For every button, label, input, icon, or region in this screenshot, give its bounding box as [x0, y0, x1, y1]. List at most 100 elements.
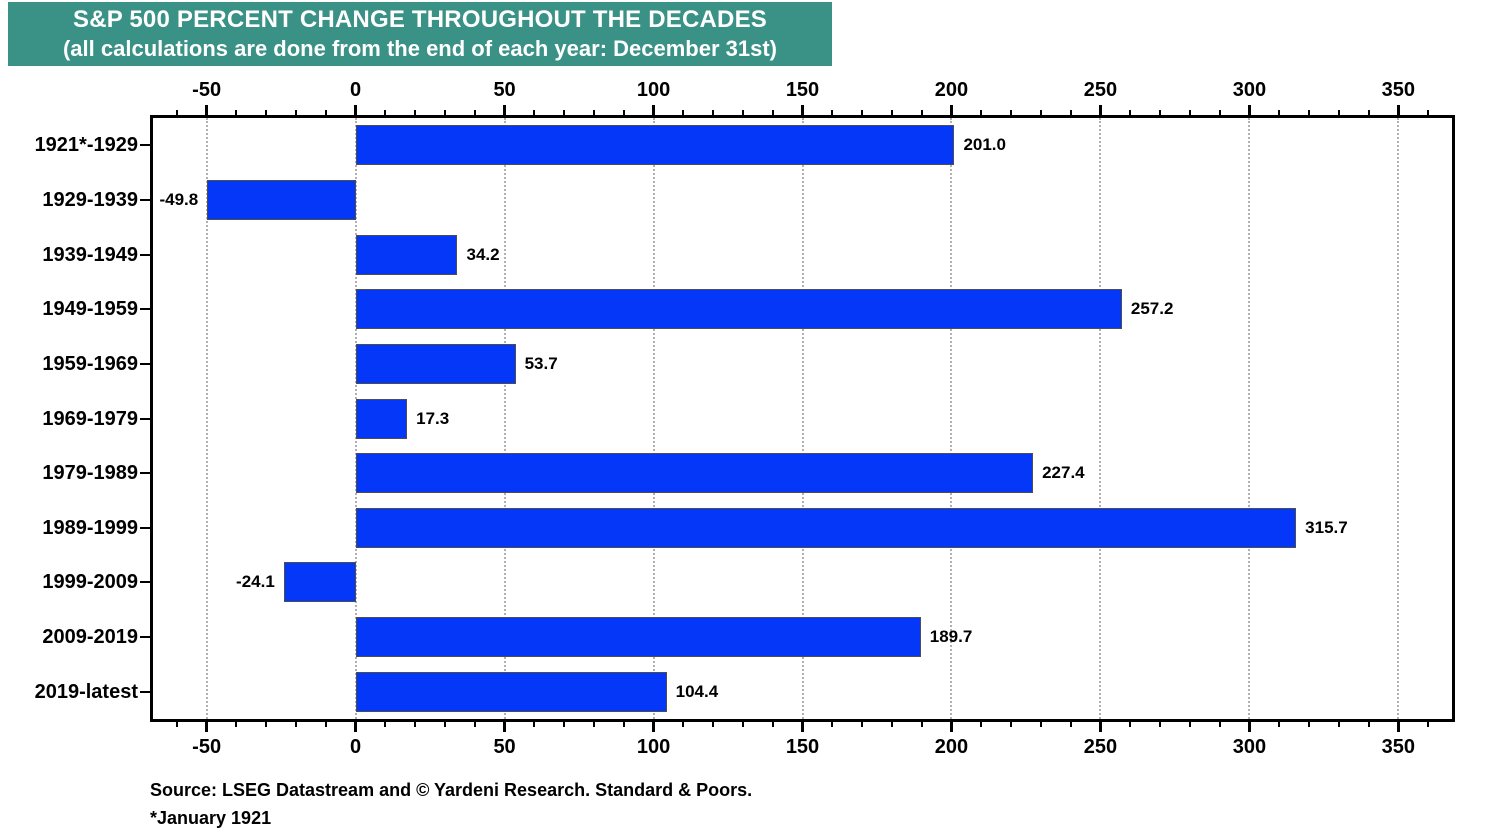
x-axis-minor-tick-bottom — [1218, 722, 1221, 727]
x-axis-tick-label-top: 150 — [785, 79, 820, 101]
x-axis-tick-label-top: 200 — [934, 79, 969, 101]
x-axis-major-tick-bottom — [205, 722, 209, 732]
x-axis-minor-tick-top — [1367, 110, 1370, 115]
category-label: 1999-2009 — [42, 571, 138, 594]
bar-1949-1959 — [355, 289, 1122, 330]
bar-value-label: 104.4 — [675, 681, 719, 701]
x-axis-minor-tick-top — [175, 110, 178, 115]
x-axis-minor-tick-bottom — [1039, 722, 1042, 727]
x-axis-major-tick-bottom — [949, 722, 953, 732]
x-axis-tick-label-bottom: 50 — [493, 736, 516, 758]
x-axis-minor-tick-top — [295, 110, 297, 115]
x-axis-minor-tick-bottom — [1278, 722, 1281, 727]
x-axis-minor-tick-bottom — [1307, 722, 1310, 727]
x-axis-minor-tick-top — [1427, 110, 1430, 115]
x-axis-tick-label-top: 250 — [1083, 79, 1118, 101]
x-axis-minor-tick-top — [1010, 110, 1013, 115]
x-axis-minor-tick-top — [861, 110, 864, 115]
bar-1959-1969 — [355, 343, 516, 384]
x-axis-minor-tick-bottom — [1129, 722, 1132, 727]
x-axis-tick-label-bottom: 200 — [934, 736, 969, 758]
x-axis-major-tick-top — [949, 105, 953, 115]
bar-2009-2019 — [355, 617, 921, 658]
category-label: 2009-2019 — [42, 626, 138, 649]
bar-value-label: 257.2 — [1130, 299, 1174, 319]
x-axis-minor-tick-bottom — [920, 722, 923, 727]
x-axis-minor-tick-bottom — [473, 722, 476, 727]
x-axis-minor-tick-bottom — [1337, 722, 1340, 727]
x-axis-minor-tick-bottom — [324, 722, 327, 727]
x-axis-major-tick-bottom — [1396, 722, 1400, 732]
gridline — [1397, 118, 1400, 719]
gridline — [652, 118, 655, 719]
chart-title: S&P 500 PERCENT CHANGE THROUGHOUT THE DE… — [73, 6, 767, 33]
x-axis-tick-label-bottom: -50 — [192, 736, 222, 758]
x-axis-minor-tick-top — [1129, 110, 1132, 115]
bar-value-label: 201.0 — [963, 135, 1006, 155]
x-axis-minor-tick-top — [1218, 110, 1221, 115]
x-axis-minor-tick-top — [890, 110, 893, 115]
x-axis-major-tick-top — [801, 105, 804, 115]
x-axis-major-tick-bottom — [503, 722, 507, 732]
x-axis-tick-label-bottom: 150 — [785, 736, 820, 758]
x-axis-major-tick-top — [1396, 105, 1400, 115]
x-axis-minor-tick-top — [235, 110, 238, 115]
chart-title-block: S&P 500 PERCENT CHANGE THROUGHOUT THE DE… — [8, 2, 832, 66]
x-axis-major-tick-top — [1247, 105, 1251, 115]
x-axis-minor-tick-top — [920, 110, 923, 115]
x-axis-major-tick-top — [652, 105, 656, 115]
x-axis-minor-tick-top — [741, 110, 744, 115]
x-axis-minor-tick-bottom — [1188, 722, 1191, 727]
x-axis-minor-tick-top — [1039, 110, 1042, 115]
bar-2019-latest — [355, 671, 667, 712]
bar-value-label: 17.3 — [416, 408, 450, 428]
x-axis-minor-tick-top — [533, 110, 536, 115]
x-axis-minor-tick-bottom — [831, 722, 834, 727]
x-axis-minor-tick-top — [622, 110, 625, 115]
x-axis-minor-tick-top — [414, 110, 417, 115]
x-axis-tick-label-bottom: 100 — [636, 736, 671, 758]
x-axis-minor-tick-top — [563, 110, 566, 115]
x-axis-tick-label-top: 350 — [1381, 79, 1416, 101]
bar-value-label: 34.2 — [466, 244, 500, 264]
x-axis-minor-tick-top — [1307, 110, 1310, 115]
category-label: 1939-1949 — [42, 243, 138, 266]
x-axis-tick-label-bottom: 250 — [1083, 736, 1118, 758]
gridline — [1099, 118, 1102, 719]
category-label: 1959-1969 — [42, 352, 138, 375]
bar-1969-1979 — [355, 398, 408, 439]
x-axis-major-tick-top — [1098, 105, 1102, 115]
x-axis-minor-tick-bottom — [175, 722, 178, 727]
footnote-text: *January 1921 — [150, 808, 272, 828]
x-axis-minor-tick-top — [1337, 110, 1340, 115]
x-axis-minor-tick-top — [384, 110, 387, 115]
x-axis-minor-tick-top — [1159, 110, 1162, 115]
bar-value-label: 53.7 — [524, 353, 558, 373]
x-axis-minor-tick-bottom — [1010, 722, 1013, 727]
category-label: 1989-1999 — [42, 516, 138, 539]
y-axis-tick — [140, 472, 150, 475]
x-axis-minor-tick-top — [443, 110, 446, 115]
x-axis-tick-label-bottom: 350 — [1381, 736, 1416, 758]
x-axis-major-tick-bottom — [801, 722, 804, 732]
bar-value-label: 227.4 — [1042, 463, 1085, 483]
x-axis-minor-tick-bottom — [1069, 722, 1072, 727]
x-axis-minor-tick-bottom — [1427, 722, 1430, 727]
x-axis-minor-tick-bottom — [443, 722, 446, 727]
x-axis-tick-label-top: 0 — [350, 79, 362, 101]
y-axis-tick — [140, 308, 150, 311]
bar-1979-1989 — [355, 453, 1034, 494]
bar-1999-2009 — [283, 562, 356, 603]
x-axis-minor-tick-bottom — [712, 722, 715, 727]
y-axis-tick — [140, 690, 150, 693]
x-axis-minor-tick-bottom — [592, 722, 595, 727]
category-label: 1929-1939 — [42, 188, 138, 211]
x-axis-minor-tick-top — [1278, 110, 1281, 115]
x-axis-minor-tick-bottom — [1159, 722, 1162, 727]
x-axis-major-tick-bottom — [1098, 722, 1102, 732]
x-axis-tick-label-top: 300 — [1232, 79, 1267, 101]
x-axis-minor-tick-top — [831, 110, 834, 115]
x-axis-minor-tick-bottom — [295, 722, 297, 727]
x-axis-minor-tick-top — [324, 110, 327, 115]
gridline — [205, 118, 208, 719]
